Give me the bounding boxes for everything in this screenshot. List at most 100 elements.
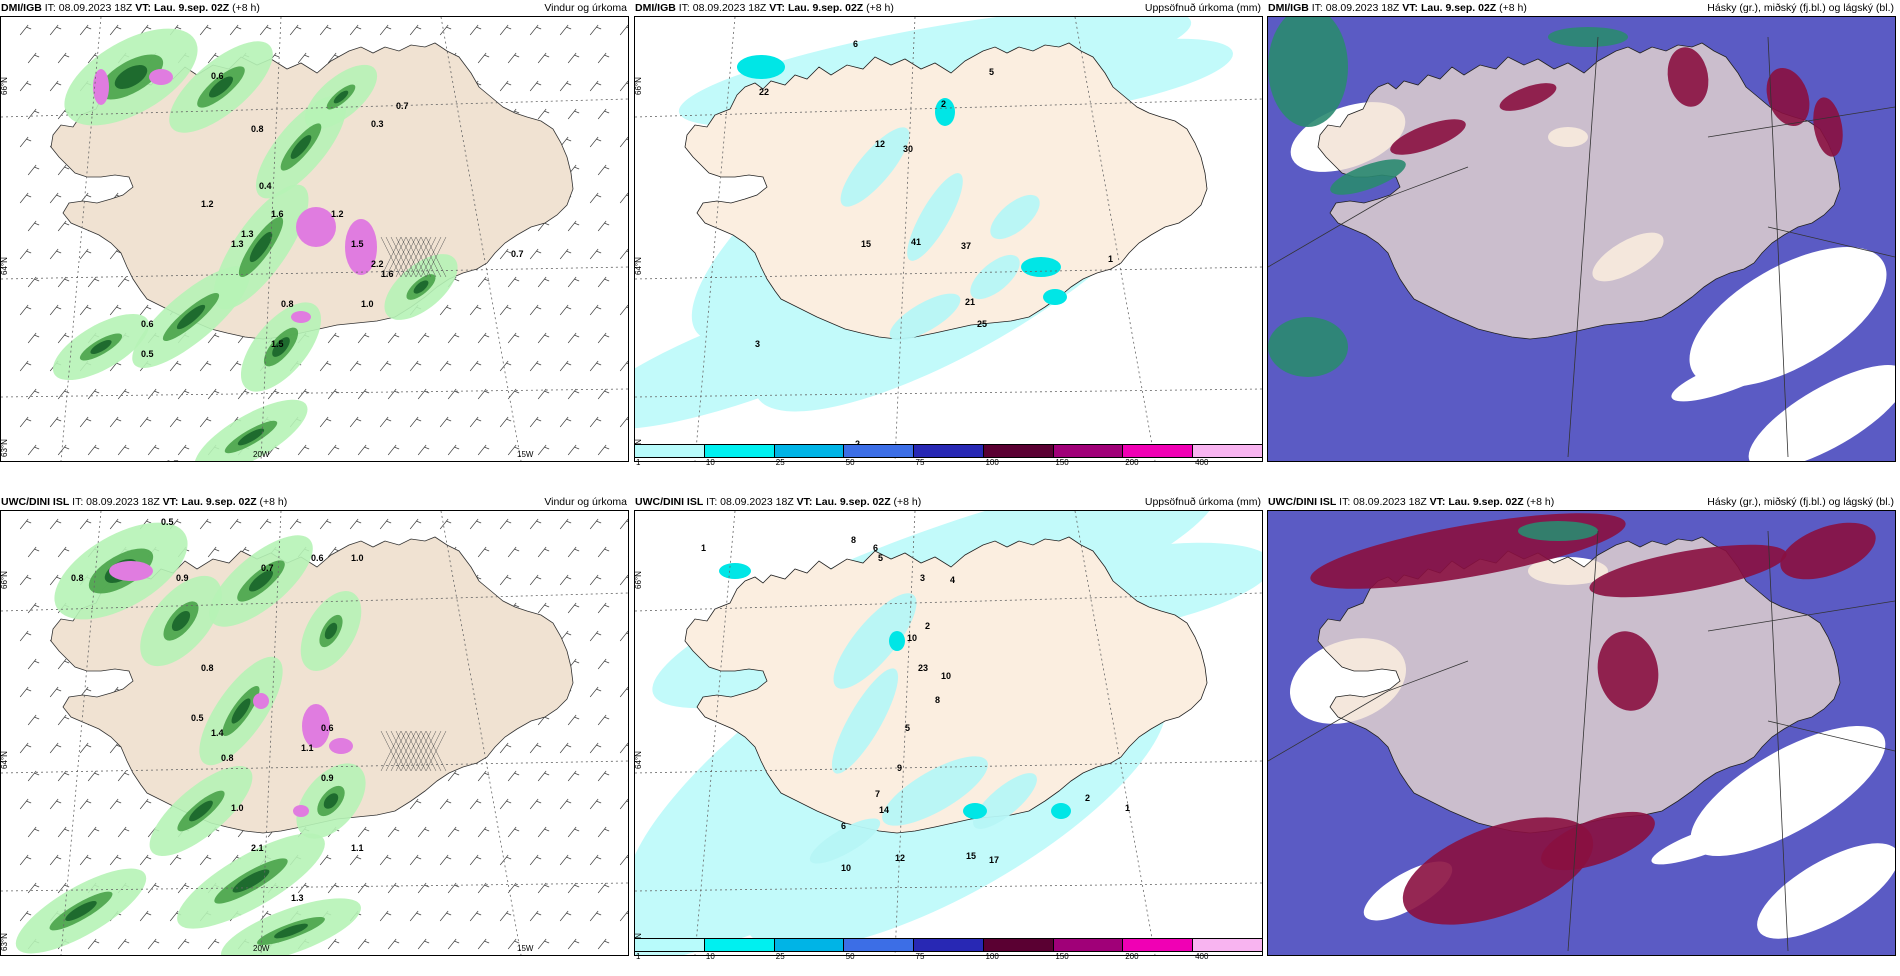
map-canvas[interactable]: 66°N 64°N 63°N 20W 15W 0.6 0.7 0.3 0.8 0.4 1.6 1.2 1…	[0, 16, 629, 462]
panel-title: UWC/DINI ISL IT: 08.09.2023 18Z VT: Lau.…	[634, 494, 1263, 510]
legend-swatch	[704, 939, 775, 951]
precip-value-label: 1.3	[241, 229, 254, 239]
precip-value-label: 0.6	[311, 553, 324, 563]
precip-value-label: 0.7	[396, 101, 409, 111]
legend-swatch	[983, 445, 1054, 457]
model-name: DMI/IGB	[1268, 2, 1309, 14]
model-name: UWC/DINI ISL	[635, 496, 704, 508]
legend-swatch	[914, 939, 984, 951]
panel-title: DMI/IGB IT: 08.09.2023 18Z VT: Lau. 9.se…	[634, 0, 1263, 16]
panel-title: UWC/DINI ISL IT: 08.09.2023 18Z VT: Lau.…	[0, 494, 629, 510]
panel-title: UWC/DINI ISL IT: 08.09.2023 18Z VT: Lau.…	[1267, 494, 1896, 510]
issue-time: IT: 08.09.2023 18Z	[678, 2, 767, 14]
map-canvas[interactable]	[1267, 16, 1896, 462]
front-lines	[1268, 36, 1895, 458]
precip-value-label: 4	[950, 575, 955, 585]
legend-tick-label: 10	[705, 458, 715, 467]
legend-colorbar	[634, 444, 1263, 458]
lat-label-66: 66°N	[1, 77, 9, 95]
map-panel-wind: UWC/DINI ISL IT: 08.09.2023 18Z VT: Lau.…	[0, 494, 629, 956]
legend-colorbar	[634, 938, 1263, 952]
legend-swatch	[983, 939, 1054, 951]
legend-tick-label: 150	[1055, 952, 1069, 961]
map-canvas[interactable]: 66°N64°N63°N20W15W1865342102310859714610…	[634, 510, 1263, 956]
precip-value-label: 0.6	[141, 319, 154, 329]
precip-value-label: 7	[875, 789, 880, 799]
precip-value-label: 1.0	[231, 803, 244, 813]
panel-title-left: DMI/IGB IT: 08.09.2023 18Z VT: Lau. 9.se…	[1268, 0, 1527, 16]
front-lines	[1268, 530, 1895, 952]
legend-swatch	[1053, 445, 1124, 457]
precip-value-label: 1.6	[381, 269, 394, 279]
model-name: UWC/DINI ISL	[1, 496, 70, 508]
lat-label-66: 66°N	[635, 77, 643, 95]
precip-value-label: 1.3	[231, 239, 244, 249]
panel-title-left: DMI/IGB IT: 08.09.2023 18Z VT: Lau. 9.se…	[1, 0, 260, 16]
legend-tick-label: 200	[1125, 458, 1139, 467]
precip-value-label: 6	[873, 543, 878, 553]
panel-title-left: UWC/DINI ISL IT: 08.09.2023 18Z VT: Lau.…	[1268, 494, 1554, 510]
legend-swatch	[1193, 445, 1263, 457]
legend-tick-label: 150	[1055, 458, 1069, 467]
lat-label-64: 64°N	[1, 751, 9, 769]
map-panel-precip: DMI/IGB IT: 08.09.2023 18Z VT: Lau. 9.se…	[634, 0, 1263, 482]
precip-value-label: 8	[851, 535, 856, 545]
product-name: Hásky (gr.), miðský (fj.bl.) og lágský (…	[1707, 2, 1894, 14]
lon-label-20w: 20W	[253, 944, 270, 953]
legend-tick-label: 1	[636, 458, 641, 467]
lon-label-20w: 20W	[253, 450, 270, 459]
product-name: Vindur og úrkoma	[544, 2, 627, 14]
lat-label-63: 63°N	[1, 439, 9, 457]
legend-swatch	[774, 445, 845, 457]
legend-ticks: 1 10 25 50 75 100 150 200 400	[634, 952, 1263, 961]
precip-shading	[52, 28, 458, 461]
map-canvas[interactable]: 66°N 64°N 63°N 20W 15W 0.5 0.8 0.9 0.7 0.6 1.0 0.8 0…	[0, 510, 629, 956]
legend-swatch	[1123, 939, 1194, 951]
map-canvas[interactable]: 66°N64°N63°N20W15W6225212301541372125122…	[634, 16, 1263, 462]
precip-value-label: 0.3	[371, 119, 384, 129]
precip-value-label: 0.7	[511, 249, 524, 259]
precip-value-label: 10	[841, 863, 851, 873]
product-name: Hásky (gr.), miðský (fj.bl.) og lágský (…	[1707, 496, 1894, 508]
panel-title: DMI/IGB IT: 08.09.2023 18Z VT: Lau. 9.se…	[0, 0, 629, 16]
mid-cloud-areas	[1518, 521, 1598, 541]
precip-value-label: 0.8	[201, 663, 214, 673]
map-panel-cloud: DMI/IGB IT: 08.09.2023 18Z VT: Lau. 9.se…	[1267, 0, 1896, 462]
graticule: 66°N 64°N 63°N 20W 15W	[1, 17, 628, 461]
lon-label-15w: 15W	[517, 450, 534, 459]
map-canvas[interactable]	[1267, 510, 1896, 956]
precip-value-label: 5	[989, 67, 994, 77]
product-name: Uppsöfnuð úrkoma (mm)	[1144, 2, 1261, 14]
lat-label-66: 66°N	[1, 571, 9, 589]
map-panel-wind: DMI/IGB IT: 08.09.2023 18Z VT: Lau. 9.se…	[0, 0, 629, 462]
precip-value-label: 0.5	[161, 517, 174, 527]
issue-time: IT: 08.09.2023 18Z	[72, 496, 160, 508]
legend-swatch	[635, 445, 705, 457]
legend-swatch	[1053, 939, 1124, 951]
precip-value-label: 0.5	[141, 349, 154, 359]
precip-value-label: 9	[897, 763, 902, 773]
precip-labels: 0.60.70.30.80.41.6 1.21.31.52.21.61.00.70…	[141, 71, 524, 461]
legend-swatch	[844, 939, 915, 951]
forecast-step: (+8 h)	[1526, 496, 1555, 508]
precip-legend: 1 10 25 50 75 100 150 200 400	[634, 938, 1263, 961]
map-panel-precip: UWC/DINI ISL IT: 08.09.2023 18Z VT: Lau.…	[634, 494, 1263, 976]
valid-time: Lau. 9.sep. 02Z	[153, 2, 230, 14]
precip-value-label: 1.1	[301, 743, 314, 753]
precip-shading	[15, 522, 366, 955]
precip-value-label: 2	[925, 621, 930, 631]
model-name: UWC/DINI ISL	[1268, 496, 1337, 508]
precip-value-label: 1	[1125, 803, 1130, 813]
precip-value-label: 1	[701, 543, 706, 553]
precip-value-label: 15	[966, 851, 976, 861]
precip-value-label: 0.5	[191, 713, 204, 723]
precip-value-label: 3	[920, 573, 925, 583]
forecast-step: (+8 h)	[893, 496, 922, 508]
precip-value-label: 0.6	[211, 71, 224, 81]
precip-value-label: 1	[1108, 254, 1113, 264]
legend-swatch	[914, 445, 984, 457]
valid-time-label: VT:	[769, 2, 786, 14]
forecast-step: (+8 h)	[259, 496, 288, 508]
lon-label-15w: 15W	[517, 944, 534, 953]
panel-title-left: UWC/DINI ISL IT: 08.09.2023 18Z VT: Lau.…	[635, 494, 921, 510]
